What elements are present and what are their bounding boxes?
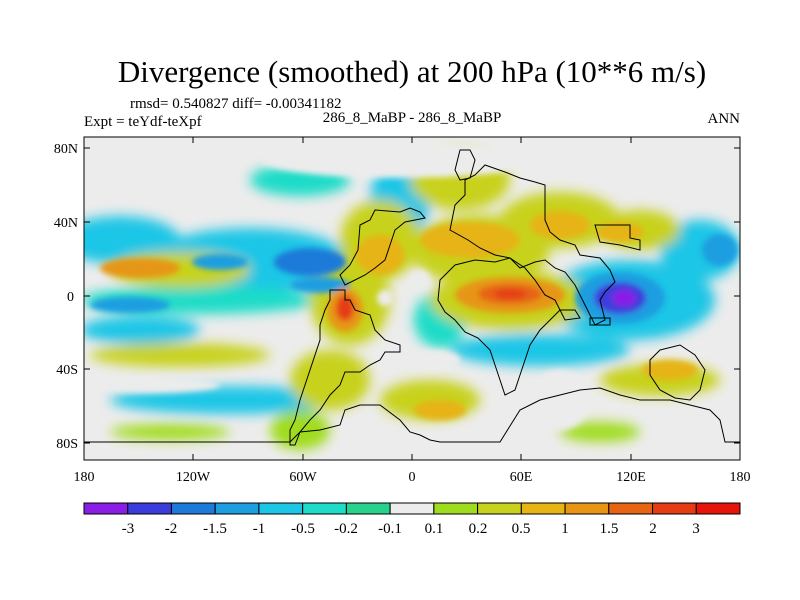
field-blob: [100, 258, 180, 278]
lat-label: 40S: [56, 363, 78, 378]
field-blob: [110, 386, 350, 414]
lat-label: 0: [67, 290, 74, 305]
coastline-africa: [437, 257, 561, 396]
lon-label: 120E: [616, 470, 646, 485]
colorbar-labels: -3 -2 -1.5 -1 -0.5 -0.2 -0.1 0.1 0.2 0.5…: [122, 521, 700, 537]
field-blob: [610, 154, 740, 186]
coastline-indonesia: [559, 309, 611, 326]
coastline-antarctica: [84, 387, 740, 443]
field-blob: [377, 290, 393, 306]
field-blob: [84, 316, 200, 344]
field-blob: [336, 295, 354, 321]
coastline-greenland: [454, 149, 476, 181]
lon-labels: 180 120W 60W 0 60E 120E 180: [74, 470, 751, 485]
colorbar-label: 0.2: [469, 521, 488, 537]
colorbar-label: -2: [165, 521, 178, 537]
field-blob: [642, 360, 698, 380]
lon-label: 0: [409, 470, 416, 485]
colorbar-box: [433, 502, 479, 515]
expt-label: Expt = teYdf-teXpf: [84, 114, 202, 130]
field-blob: [702, 234, 738, 266]
colorbar-box: [302, 502, 347, 515]
coastline-australia: [649, 344, 706, 401]
field-blob: [274, 248, 346, 276]
colorbar-label: -3: [122, 521, 135, 537]
lon-label: 60W: [289, 470, 317, 485]
colorbar-boxes: [83, 502, 741, 515]
field-blob: [410, 270, 430, 290]
colorbar-box: [83, 502, 129, 515]
field-blob: [90, 343, 270, 367]
axis-ticks: [83, 137, 741, 460]
field-blob: [84, 377, 220, 393]
field-blob: [530, 211, 590, 239]
coastlines: [84, 149, 740, 446]
season-label: ANN: [708, 111, 741, 127]
lon-label: 120W: [176, 470, 211, 485]
case-label: 286_8_MaBP - 286_8_MaBP: [323, 110, 502, 126]
lon-label: 180: [74, 470, 95, 485]
field-blob: [560, 422, 640, 442]
field-layer-inner: [90, 211, 738, 420]
plot-title: Divergence (smoothed) at 200 hPa (10**6 …: [118, 54, 706, 89]
colorbar-label: 1: [561, 521, 569, 537]
colorbar-box: [652, 502, 697, 515]
lat-labels: 80N 40N 0 40S 80S: [54, 142, 78, 452]
lat-label: 80N: [54, 142, 78, 157]
lon-label: 180: [730, 470, 751, 485]
field-blob: [270, 410, 330, 450]
field-blob: [260, 142, 540, 178]
field-blob: [356, 235, 404, 275]
field-blob: [192, 254, 248, 270]
colorbar-label: -1: [253, 521, 266, 537]
colorbar-box: [389, 502, 435, 515]
colorbar-label: -0.2: [334, 521, 358, 537]
colorbar-label: -0.5: [291, 521, 315, 537]
colorbar-label: 3: [692, 521, 700, 537]
colorbar-label: -1.5: [203, 521, 227, 537]
colorbar-box: [695, 502, 741, 515]
lat-label: 80S: [56, 437, 78, 452]
field-blob: [290, 277, 350, 293]
colorbar-box: [127, 502, 172, 515]
field-blob: [110, 424, 230, 440]
colorbar-box: [520, 502, 566, 515]
field-blob: [400, 350, 460, 370]
colorbar: -3 -2 -1.5 -1 -0.5 -0.2 -0.1 0.1 0.2 0.5…: [83, 502, 741, 537]
colorbar-box: [564, 502, 610, 515]
stats-line: rmsd= 0.540827 diff= -0.00341182: [130, 96, 342, 112]
lat-label: 40N: [54, 216, 78, 231]
map-field: [84, 137, 740, 460]
colorbar-box: [608, 502, 654, 515]
coastline-asia-east: [594, 224, 641, 251]
coastline-north-america: [339, 207, 426, 286]
colorbar-box: [258, 502, 304, 515]
coastline-south-america: [289, 289, 401, 446]
lon-label: 60E: [510, 470, 533, 485]
colorbar-label: 2: [649, 521, 657, 537]
colorbar-label: 0.5: [512, 521, 531, 537]
field-blob: [450, 334, 630, 366]
coastline-eurasia: [449, 164, 616, 326]
field-blob: [530, 370, 590, 430]
field-blob: [494, 289, 526, 299]
colorbar-box: [214, 502, 260, 515]
field-blob: [290, 350, 370, 410]
colorbar-box: [477, 502, 522, 515]
colorbar-box: [345, 502, 391, 515]
field-blob: [420, 222, 520, 258]
field-blob: [612, 290, 636, 306]
colorbar-label: -0.1: [378, 521, 402, 537]
colorbar-label: 1.5: [600, 521, 619, 537]
colorbar-label: 0.1: [425, 521, 444, 537]
field-blob: [596, 222, 644, 242]
colorbar-box: [170, 502, 216, 515]
field-blob: [414, 400, 466, 420]
field-blob: [90, 297, 170, 313]
